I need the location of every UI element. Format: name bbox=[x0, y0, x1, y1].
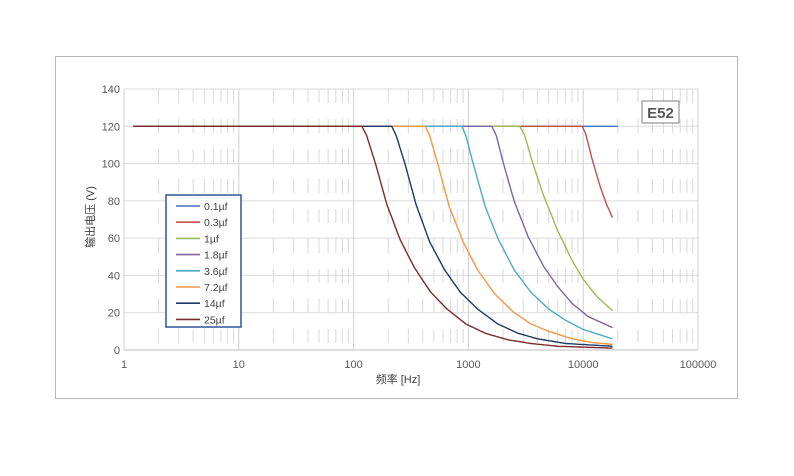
x-tick-label: 10 bbox=[233, 359, 245, 371]
series-line-5 bbox=[133, 125, 613, 340]
x-tick-label: 100000 bbox=[680, 359, 717, 371]
legend-label: 1.8µf bbox=[204, 250, 228, 262]
legend-label: 3.6µf bbox=[204, 266, 228, 278]
legend-box bbox=[165, 194, 242, 328]
y-tick-label: 120 bbox=[102, 121, 120, 133]
series-lines bbox=[133, 125, 618, 349]
y-tick-labels: 0 20 40 60 80 100 120 140 bbox=[102, 84, 120, 357]
x-tick-label: 10000 bbox=[568, 359, 599, 371]
x-tick-labels: 1 10 100 1000 10000 100000 bbox=[121, 359, 716, 371]
x-tick-label: 1000 bbox=[456, 359, 480, 371]
series-line-3 bbox=[133, 125, 613, 312]
legend-label: 1µf bbox=[204, 233, 219, 245]
y-tick-label: 140 bbox=[102, 84, 120, 96]
legend-label: 14µf bbox=[204, 298, 225, 310]
legend-label: 7.2µf bbox=[204, 282, 228, 294]
x-tick-label: 1 bbox=[121, 359, 127, 371]
series-line-6 bbox=[133, 125, 613, 346]
y-tick-label: 40 bbox=[108, 270, 120, 282]
badge-box bbox=[641, 100, 680, 124]
x-tick-label: 100 bbox=[344, 359, 362, 371]
y-tick-label: 80 bbox=[108, 196, 120, 208]
badge: E52 bbox=[641, 100, 680, 124]
legend-label: 25µf bbox=[204, 314, 225, 326]
chart-frame: 0 20 40 60 80 100 120 140 1 10 100 1000 10000 100000… bbox=[55, 56, 738, 399]
frequency-response-chart: 0 20 40 60 80 100 120 140 1 10 100 1000 10000 100000… bbox=[83, 84, 716, 386]
y-tick-label: 100 bbox=[102, 159, 120, 171]
legend-label: 0.3µf bbox=[204, 217, 228, 229]
series-line-8 bbox=[133, 125, 613, 349]
legend-label: 0.1µf bbox=[204, 201, 228, 213]
y-tick-label: 20 bbox=[108, 308, 120, 320]
series-line-7 bbox=[133, 125, 613, 347]
x-axis-title: 频率 [Hz] bbox=[376, 372, 421, 386]
series-line-2 bbox=[133, 125, 614, 218]
y-tick-label: 0 bbox=[114, 345, 120, 357]
badge-label: E52 bbox=[647, 105, 674, 122]
series-line-4 bbox=[133, 125, 613, 329]
legend-entries: 0.1µf 0.3µf 1µf 1.8µf 3.6µf 7.2µf 14µf 25µf bbox=[176, 201, 228, 326]
y-tick-label: 60 bbox=[108, 233, 120, 245]
legend: 0.1µf 0.3µf 1µf 1.8µf 3.6µf 7.2µf 14µf 25µf bbox=[165, 194, 242, 328]
y-axis-title: 输出电压 (V) bbox=[83, 186, 97, 248]
